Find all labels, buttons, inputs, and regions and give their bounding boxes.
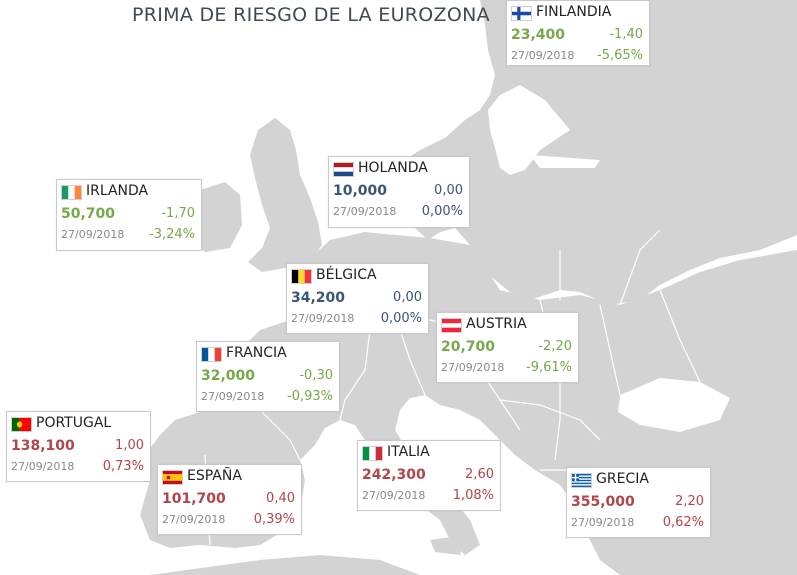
risk-premium-change: -0,30	[299, 368, 333, 383]
risk-premium-value: 23,400	[511, 27, 566, 43]
finland-flag-icon	[511, 6, 532, 21]
gulf-of-finland	[530, 155, 600, 168]
risk-premium-date: 27/09/2018	[61, 228, 125, 241]
ireland-land	[190, 182, 242, 252]
country-card-italia[interactable]: ITALIA 242,300 2,60 27/09/2018 1,08%	[357, 440, 501, 511]
country-card-finlandia[interactable]: FINLANDIA 23,400 -1,40 27/09/2018 -5,65%	[506, 0, 650, 66]
country-name: BÉLGICA	[316, 267, 377, 283]
netherlands-flag-icon	[333, 162, 354, 177]
spain-flag-icon	[162, 470, 183, 485]
country-card-irlanda[interactable]: IRLANDA 50,700 -1,70 27/09/2018 -3,24%	[56, 179, 202, 251]
black-sea	[618, 378, 730, 432]
austria-flag-icon	[441, 318, 462, 333]
greece-flag-icon	[571, 473, 592, 488]
country-name: IRLANDA	[86, 183, 149, 199]
risk-premium-date: 27/09/2018	[571, 516, 635, 529]
country-card-holanda[interactable]: HOLANDA 10,000 0,00 27/09/2018 0,00%	[328, 156, 470, 228]
country-name: PORTUGAL	[36, 415, 112, 431]
country-name: AUSTRIA	[466, 316, 527, 332]
risk-premium-pct: 0,73%	[102, 459, 144, 474]
italy-flag-icon	[362, 446, 383, 461]
risk-premium-value: 10,000	[333, 183, 388, 199]
risk-premium-date: 27/09/2018	[11, 460, 75, 473]
risk-premium-change: 0,40	[266, 491, 295, 506]
great-britain-land	[248, 118, 322, 272]
crete-land	[610, 557, 650, 567]
risk-premium-value: 20,700	[441, 339, 496, 355]
risk-premium-value: 138,100	[11, 438, 75, 454]
risk-premium-date: 27/09/2018	[362, 489, 426, 502]
country-card-portugal[interactable]: PORTUGAL 138,100 1,00 27/09/2018 0,73%	[6, 411, 151, 482]
risk-premium-value: 101,700	[162, 491, 226, 507]
risk-premium-pct: -0,93%	[287, 389, 333, 404]
risk-premium-value: 242,300	[362, 467, 426, 483]
africa-land	[150, 555, 420, 575]
country-card-grecia[interactable]: GRECIA 355,000 2,20 27/09/2018 0,62%	[566, 467, 711, 538]
risk-premium-date: 27/09/2018	[162, 513, 226, 526]
scandinavia-land	[398, 0, 797, 305]
sicily-land	[430, 535, 465, 555]
risk-premium-change: 0,00	[393, 290, 422, 305]
risk-premium-value: 50,700	[61, 206, 116, 222]
ireland-flag-icon	[61, 185, 82, 200]
risk-premium-pct: 0,00%	[380, 311, 422, 326]
country-name: FINLANDIA	[536, 4, 612, 20]
risk-premium-pct: 0,62%	[662, 515, 704, 530]
baltic-sea	[488, 85, 570, 175]
risk-premium-value: 355,000	[571, 494, 635, 510]
risk-premium-pct: -5,65%	[597, 48, 643, 63]
country-card-belgica[interactable]: BÉLGICA 34,200 0,00 27/09/2018 0,00%	[286, 263, 429, 334]
risk-premium-value: 32,000	[201, 368, 256, 384]
risk-premium-pct: 0,00%	[421, 204, 463, 219]
portugal-flag-icon	[11, 417, 32, 432]
risk-premium-change: 2,60	[465, 467, 494, 482]
risk-premium-pct: -9,61%	[526, 360, 572, 375]
risk-premium-date: 27/09/2018	[511, 49, 575, 62]
risk-premium-change: 1,00	[115, 438, 144, 453]
country-card-francia[interactable]: FRANCIA 32,000 -0,30 27/09/2018 -0,93%	[196, 341, 340, 412]
risk-premium-date: 27/09/2018	[333, 205, 397, 218]
country-name: ITALIA	[387, 444, 430, 460]
risk-premium-change: 0,00	[434, 183, 463, 198]
page-title: PRIMA DE RIESGO DE LA EUROZONA	[132, 4, 490, 26]
risk-premium-change: -1,70	[161, 206, 195, 221]
belgium-flag-icon	[291, 269, 312, 284]
risk-premium-date: 27/09/2018	[291, 312, 355, 325]
country-name: ESPAÑA	[187, 468, 242, 484]
risk-premium-change: -2,20	[538, 339, 572, 354]
country-name: GRECIA	[596, 471, 649, 487]
risk-premium-pct: 0,39%	[253, 512, 295, 527]
country-card-espana[interactable]: ESPAÑA 101,700 0,40 27/09/2018 0,39%	[157, 464, 302, 535]
risk-premium-change: 2,20	[675, 494, 704, 509]
country-card-austria[interactable]: AUSTRIA 20,700 -2,20 27/09/2018 -9,61%	[436, 312, 579, 383]
risk-premium-date: 27/09/2018	[441, 361, 505, 374]
risk-premium-change: -1,40	[609, 27, 643, 42]
risk-premium-pct: 1,08%	[452, 488, 494, 503]
risk-premium-value: 34,200	[291, 290, 346, 306]
risk-premium-pct: -3,24%	[149, 227, 195, 242]
risk-premium-date: 27/09/2018	[201, 390, 265, 403]
country-name: FRANCIA	[226, 345, 287, 361]
country-name: HOLANDA	[358, 160, 428, 176]
france-flag-icon	[201, 347, 222, 362]
